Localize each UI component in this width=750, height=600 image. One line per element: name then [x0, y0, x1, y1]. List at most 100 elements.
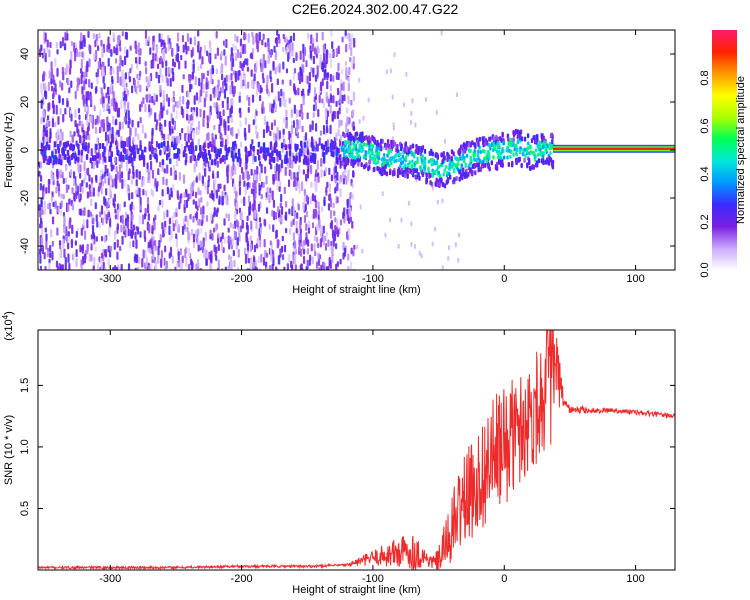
heatmap-cell — [211, 64, 214, 75]
heatmap-cell — [306, 248, 310, 255]
heatmap-cell — [186, 125, 190, 135]
heatmap-cell — [100, 252, 104, 259]
heatmap-cell — [301, 181, 304, 192]
heatmap-cell — [239, 158, 242, 165]
heatmap-cell — [338, 97, 342, 104]
heatmap-cell — [51, 191, 54, 198]
heatmap-cell — [120, 171, 124, 179]
heatmap-cell — [66, 236, 69, 244]
heatmap-cell — [356, 154, 359, 159]
heatmap-cell — [251, 31, 254, 38]
heatmap-cell — [195, 92, 199, 101]
heatmap-cell — [157, 168, 160, 176]
heatmap-cell — [209, 68, 212, 75]
heatmap-cell — [299, 221, 302, 230]
heatmap-cell — [184, 60, 187, 69]
heatmap-cell — [219, 157, 222, 164]
heatmap-cell — [238, 186, 242, 196]
heatmap-cell — [357, 161, 360, 167]
heatmap-cell — [544, 159, 548, 165]
heatmap-cell — [368, 159, 372, 165]
heatmap-cell — [354, 146, 358, 151]
heatmap-cell — [348, 66, 351, 76]
heatmap-cell — [321, 98, 324, 104]
heatmap-cell — [263, 115, 266, 126]
heatmap-cell — [101, 48, 104, 58]
heatmap-cell — [141, 124, 144, 134]
heatmap-cell — [246, 224, 249, 235]
heatmap-cell — [148, 104, 151, 113]
heatmap-cell — [137, 80, 140, 89]
heatmap-cell — [481, 162, 484, 168]
heatmap-cell — [346, 156, 349, 162]
heatmap-cell — [431, 151, 434, 157]
heatmap-cell — [223, 77, 227, 86]
heatmap-cell — [142, 189, 145, 196]
heatmap-cell — [285, 119, 288, 129]
heatmap-cell — [274, 67, 277, 75]
heatmap-cell — [168, 120, 171, 128]
heatmap-cell — [305, 194, 308, 202]
heatmap-cell — [49, 208, 52, 215]
heatmap-cell — [138, 215, 141, 225]
heatmap-cell — [202, 155, 206, 162]
heatmap-cell — [106, 86, 110, 95]
heatmap-cell — [401, 154, 405, 159]
heatmap-cell — [278, 130, 281, 140]
heatmap-cell — [112, 67, 115, 75]
heatmap-cell — [260, 193, 263, 200]
heatmap-cell — [81, 86, 84, 95]
heatmap-cell — [190, 186, 193, 194]
heatmap-cell — [166, 209, 169, 218]
heatmap-cell — [473, 149, 477, 154]
heatmap-cell — [271, 150, 274, 157]
heatmap-cell — [337, 62, 340, 72]
heatmap-cell — [246, 250, 249, 260]
heatmap-cell — [208, 159, 212, 168]
heatmap-cell — [446, 177, 450, 183]
heatmap-cell — [201, 56, 204, 65]
heatmap-cell — [311, 120, 314, 131]
heatmap-cell — [238, 174, 242, 184]
heatmap-cell — [513, 147, 516, 152]
heatmap-cell — [353, 37, 356, 48]
heatmap-cell — [294, 248, 297, 255]
heatmap-cell — [40, 237, 43, 246]
heatmap-cell — [361, 131, 364, 137]
heatmap-cell — [302, 88, 305, 96]
heatmap-cell — [195, 211, 199, 221]
heatmap-cell — [351, 33, 354, 40]
heatmap-cell — [94, 40, 97, 48]
heatmap-cell — [209, 193, 212, 199]
heatmap-cell — [58, 251, 61, 260]
heatmap-cell — [276, 181, 279, 191]
heatmap-cell — [335, 150, 338, 157]
heatmap-cell — [341, 94, 344, 104]
heatmap-cell — [249, 143, 253, 150]
heatmap-cell — [352, 146, 356, 151]
heatmap-cell — [385, 171, 389, 177]
heatmap-cell — [209, 94, 212, 102]
heatmap-cell — [292, 155, 296, 162]
heatmap-cell — [331, 229, 335, 239]
heatmap-cell — [300, 263, 303, 270]
heatmap-cell — [107, 57, 110, 67]
heatmap-cell — [185, 113, 189, 121]
heatmap-cell — [400, 217, 403, 223]
heatmap-cell — [253, 244, 257, 253]
heatmap-cell — [141, 258, 144, 268]
heatmap-cell — [182, 74, 185, 80]
heatmap-cell — [281, 235, 284, 242]
heatmap-cell — [95, 85, 98, 92]
heatmap-cell — [278, 164, 281, 174]
heatmap-cell — [77, 108, 81, 114]
heatmap-cell — [484, 141, 487, 147]
heatmap-cell — [176, 100, 179, 109]
heatmap-cell — [258, 31, 261, 41]
heatmap-cell — [259, 94, 262, 102]
heatmap-cell — [159, 68, 162, 78]
heatmap-cell — [119, 46, 122, 52]
heatmap-cell — [451, 163, 454, 168]
heatmap-cell — [402, 165, 406, 170]
heatmap-cell — [118, 62, 121, 72]
